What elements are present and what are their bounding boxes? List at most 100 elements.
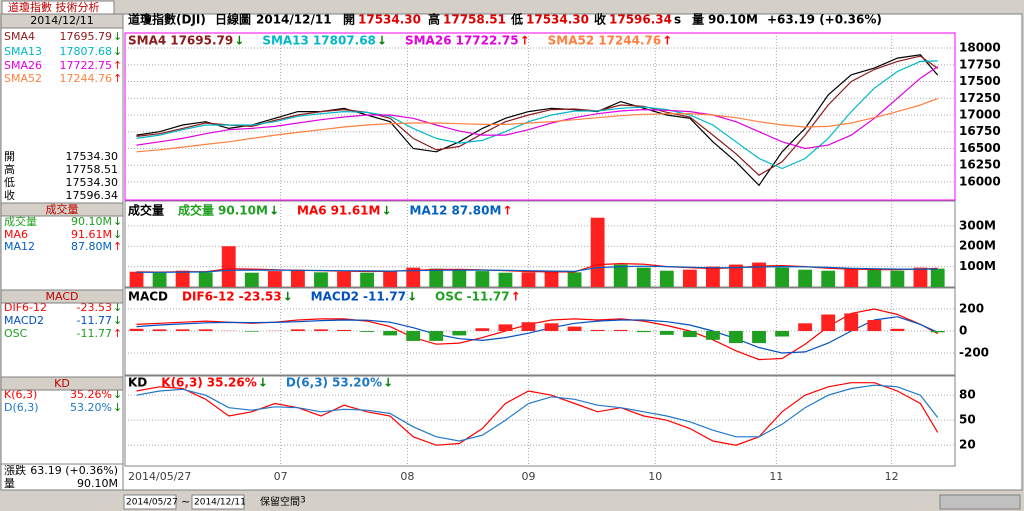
bar	[337, 271, 351, 287]
tab-title[interactable]: 道瓊指數 技術分析	[8, 0, 100, 14]
side-name: 成交量	[4, 214, 37, 228]
side-value: 17722.75	[60, 59, 113, 72]
series-line	[136, 55, 939, 176]
header-bar: 道瓊指數(DJI) 日線圖 2014/12/11 開 17534.30 高 17…	[128, 12, 882, 27]
x-tick-label: 08	[400, 470, 414, 483]
to-box[interactable]	[191, 494, 245, 510]
from-date[interactable]: 2014/05/27	[126, 498, 178, 508]
legend-value: -11.77	[467, 290, 510, 304]
high-label: 高	[4, 162, 15, 176]
legend-value: 35.26%	[207, 376, 257, 390]
bar	[429, 331, 444, 341]
y-tick-label: -200	[959, 346, 989, 360]
header-period: 日線圖	[215, 12, 251, 27]
bar	[267, 271, 282, 287]
series-line	[136, 265, 938, 273]
side-header	[0, 376, 124, 391]
toolbar: 2014/05/27 ~ 2014/12/11 保留空間 3	[123, 494, 1021, 510]
y-tick-label: 0	[959, 324, 967, 338]
y-tick-label: 17500	[959, 74, 1001, 88]
bar	[152, 329, 167, 332]
close-label: 收	[4, 188, 15, 202]
bar	[360, 272, 374, 287]
high-value: 17758.51	[66, 163, 119, 176]
legend-name: SMA13	[262, 34, 309, 48]
side-header	[0, 289, 124, 304]
side-name: MA12	[4, 240, 35, 253]
tool-buttons[interactable]	[939, 494, 1021, 510]
bar	[498, 324, 513, 332]
series-line	[136, 316, 938, 354]
y-tick-label: 300M	[959, 218, 996, 232]
series-line	[136, 382, 939, 446]
bar	[636, 331, 651, 333]
side-header-title: KD	[54, 377, 70, 390]
side-header	[0, 202, 124, 217]
side-value: 53.20%	[70, 401, 112, 414]
legend-value: 17244.76	[598, 34, 661, 48]
side-arrow: ↑	[113, 72, 122, 85]
side-value: 91.61M	[71, 228, 112, 241]
main-area	[0, 13, 1023, 491]
legend-name: SMA26	[405, 34, 452, 48]
side-name: MA6	[4, 228, 28, 241]
high-label: 高	[428, 12, 440, 27]
legend-arrow: ↓	[383, 376, 393, 390]
bar	[244, 272, 259, 287]
change-label: 漲跌	[4, 463, 26, 477]
bar	[636, 267, 651, 287]
bar	[452, 331, 467, 336]
bar	[890, 270, 905, 287]
pane-title: 成交量	[128, 203, 164, 218]
bar	[129, 271, 144, 287]
bar	[383, 331, 398, 336]
side-arrow: ↓	[113, 30, 122, 43]
side-value: 17695.79	[60, 30, 113, 43]
volume-label: 量	[4, 477, 15, 490]
bar	[429, 268, 444, 287]
low-label: 低	[510, 12, 523, 27]
side-value: 17244.76	[60, 72, 113, 85]
y-tick-label: 16500	[959, 141, 1001, 155]
bar	[706, 266, 720, 287]
y-tick-label: 100M	[959, 259, 996, 273]
legend-arrow: ↓	[381, 204, 391, 218]
x-tick-label: 2014/05/27	[128, 470, 191, 483]
side-arrow: ↑	[113, 240, 122, 253]
bar	[152, 272, 167, 287]
pane-title: MACD	[128, 290, 168, 304]
volume-value: 90.10M	[708, 13, 758, 27]
bar	[475, 328, 490, 332]
bar	[337, 329, 351, 332]
y-tick-label: 20	[959, 438, 976, 452]
to-date[interactable]: 2014/12/11	[194, 498, 246, 508]
side-arrow: ↓	[113, 45, 122, 58]
low-value: 17534.30	[66, 176, 119, 189]
side-name: SMA26	[4, 59, 42, 72]
legend-arrow: ↑	[520, 34, 530, 48]
high-value: 17758.51	[443, 13, 506, 27]
side-date: 2014/12/11	[30, 14, 93, 27]
side-name: SMA52	[4, 72, 42, 85]
bar	[613, 264, 628, 287]
side-header-title: 成交量	[46, 202, 79, 216]
range-sep: ~	[181, 495, 190, 508]
side-name: MACD2	[4, 314, 44, 327]
bar	[452, 269, 467, 287]
legend-name: 成交量	[178, 203, 214, 218]
side-arrow: ↑	[113, 327, 122, 340]
x-tick-label: 09	[521, 470, 535, 483]
bar	[291, 269, 305, 287]
bar	[314, 272, 328, 287]
bar	[682, 269, 697, 287]
legend-value: -23.53	[239, 290, 282, 304]
y-tick-label: 17000	[959, 107, 1001, 121]
reserve-value[interactable]: 3	[300, 496, 306, 506]
side-value: -11.77	[77, 327, 112, 340]
legend-value: 91.61M	[331, 204, 381, 218]
from-box[interactable]	[123, 494, 177, 510]
series-line	[136, 384, 939, 442]
bar	[291, 329, 305, 332]
close-line	[136, 54, 939, 187]
